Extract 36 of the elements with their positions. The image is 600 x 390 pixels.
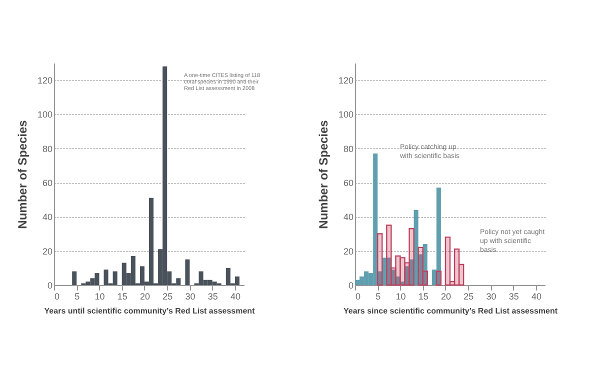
- y-tick-label: 60: [343, 178, 354, 188]
- x-tick-label: 10: [94, 292, 105, 302]
- x-tick-label: 20: [140, 292, 150, 302]
- y-tick-label: 120: [338, 76, 354, 86]
- y-tick-label: 0: [348, 280, 354, 290]
- x-tick-label: 5: [376, 292, 381, 302]
- y-axis-title: Number of Species: [15, 120, 30, 229]
- y-tick-label: 80: [42, 144, 52, 154]
- x-tick-label: 25: [464, 292, 474, 302]
- x-tick-label: 0: [356, 292, 361, 302]
- y-tick-label: 20: [42, 246, 52, 256]
- y-tick-label: 100: [37, 110, 52, 120]
- x-tick-label: 5: [74, 292, 80, 302]
- y-tick-label: 100: [338, 110, 354, 120]
- y-tick-label: 40: [343, 212, 354, 222]
- x-tick-label: 35: [508, 292, 519, 302]
- x-tick-label: 40: [230, 292, 240, 302]
- x-tick-label: 30: [185, 292, 196, 302]
- y-tick-label: 60: [42, 178, 52, 188]
- x-tick-label: 35: [208, 292, 218, 302]
- x-axis-title: Years until scientific community’s Red List assessment: [44, 306, 256, 316]
- y-axis-title: Number of Species: [316, 120, 330, 229]
- x-tick-label: 20: [440, 292, 451, 302]
- x-axis-title: Years since scientific community’s Red List assessment: [343, 306, 558, 316]
- x-tick-label: 10: [396, 292, 406, 302]
- x-tick-label: 40: [531, 292, 542, 302]
- y-tick-label: 0: [47, 280, 52, 290]
- y-tick-label: 120: [37, 76, 52, 86]
- y-tick-label: 40: [42, 212, 52, 222]
- y-tick-label: 80: [343, 144, 354, 154]
- y-tick-label: 20: [343, 246, 354, 256]
- x-tick-label: 15: [117, 292, 128, 302]
- x-tick-label: 30: [486, 292, 496, 302]
- x-tick-label: 15: [418, 292, 428, 302]
- x-tick-label: 0: [54, 292, 60, 302]
- x-tick-label: 25: [162, 292, 173, 302]
